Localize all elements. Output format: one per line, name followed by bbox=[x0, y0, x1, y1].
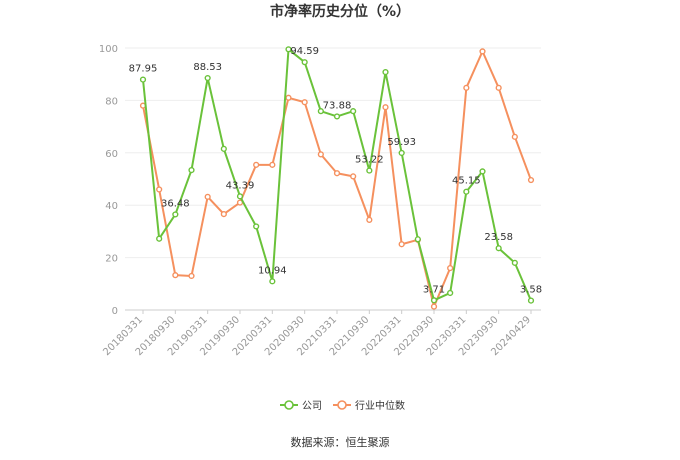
data-point bbox=[527, 176, 535, 184]
data-label: 3.71 bbox=[423, 284, 445, 295]
data-point bbox=[285, 46, 292, 53]
data-point bbox=[382, 69, 389, 76]
data-label: 36.48 bbox=[161, 198, 190, 209]
y-tick-label: 100 bbox=[99, 44, 118, 55]
data-point bbox=[495, 84, 502, 91]
data-label: 87.95 bbox=[129, 64, 158, 75]
data-point bbox=[350, 173, 357, 180]
data-point bbox=[398, 241, 405, 248]
data-point bbox=[463, 188, 470, 195]
data-point bbox=[366, 167, 373, 174]
data-point bbox=[479, 168, 486, 175]
data-point bbox=[317, 151, 324, 158]
data-point bbox=[430, 297, 438, 304]
y-tick-label: 80 bbox=[105, 96, 118, 107]
source-note: 数据来源：恒生聚源 bbox=[291, 435, 390, 449]
y-tick-label: 20 bbox=[105, 254, 118, 265]
chart-title: 市净率历史分位（%） bbox=[270, 3, 410, 20]
legend-swatch-marker bbox=[337, 400, 347, 410]
data-point bbox=[511, 259, 518, 266]
data-point bbox=[333, 170, 341, 177]
data-point bbox=[317, 108, 324, 115]
data-label: 23.58 bbox=[484, 232, 513, 243]
data-point bbox=[382, 104, 389, 111]
y-tick-label: 40 bbox=[105, 201, 118, 212]
data-point bbox=[236, 193, 244, 200]
data-point bbox=[188, 166, 195, 174]
data-point bbox=[269, 278, 276, 285]
data-point bbox=[447, 264, 454, 272]
data-point bbox=[495, 245, 502, 252]
data-point bbox=[366, 216, 373, 223]
legend-label: 行业中位数 bbox=[355, 399, 405, 412]
y-axis: 0 20 40 60 80 100 bbox=[99, 44, 118, 317]
data-point bbox=[204, 193, 211, 200]
data-point bbox=[301, 59, 308, 66]
data-point bbox=[398, 149, 405, 157]
data-point bbox=[430, 303, 438, 310]
data-point bbox=[188, 272, 195, 280]
y-tick-label: 60 bbox=[105, 149, 118, 160]
data-point bbox=[269, 161, 276, 168]
x-axis: 2018033120180930201903312019093020200331… bbox=[101, 309, 541, 358]
data-point bbox=[139, 76, 147, 83]
data-point bbox=[172, 211, 179, 218]
data-label: 88.53 bbox=[193, 62, 222, 73]
legend-item[interactable]: 公司 bbox=[280, 400, 322, 412]
data-point bbox=[253, 161, 260, 168]
data-labels: 87.95 36.48 88.53 43.39 10.94 94.59 73.88 53.22… bbox=[129, 46, 542, 295]
data-point bbox=[204, 74, 211, 82]
data-point bbox=[479, 48, 486, 55]
data-point bbox=[527, 297, 535, 304]
data-point bbox=[463, 84, 470, 91]
plot-series bbox=[139, 46, 535, 310]
legend[interactable]: 公司 行业中位数 bbox=[280, 399, 405, 412]
legend-swatch-marker bbox=[284, 400, 294, 410]
data-point bbox=[172, 272, 179, 279]
data-label: 59.93 bbox=[387, 137, 416, 148]
data-point bbox=[414, 236, 421, 243]
data-point bbox=[220, 211, 227, 218]
data-point bbox=[511, 133, 518, 140]
data-point bbox=[333, 113, 341, 120]
data-label: 43.39 bbox=[226, 180, 255, 191]
y-tick-label: 0 bbox=[112, 306, 118, 317]
data-label: 94.59 bbox=[290, 46, 319, 57]
data-point bbox=[301, 99, 308, 106]
data-point bbox=[285, 94, 292, 101]
data-label: 3.58 bbox=[520, 285, 542, 296]
data-point bbox=[156, 186, 163, 193]
legend-item[interactable]: 行业中位数 bbox=[333, 399, 405, 412]
data-label: 45.15 bbox=[452, 176, 481, 187]
data-point bbox=[350, 108, 357, 115]
legend-label: 公司 bbox=[302, 401, 322, 412]
data-point bbox=[156, 235, 163, 242]
data-label: 53.22 bbox=[355, 155, 384, 166]
data-point bbox=[253, 223, 260, 230]
data-point bbox=[220, 145, 227, 152]
data-point bbox=[447, 289, 454, 297]
data-label: 73.88 bbox=[323, 100, 352, 111]
data-label: 10.94 bbox=[258, 265, 287, 276]
